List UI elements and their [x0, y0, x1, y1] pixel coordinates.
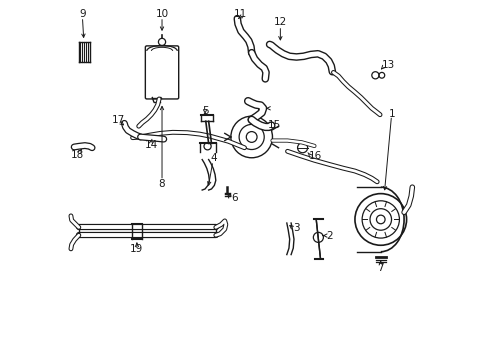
Text: 14: 14	[144, 140, 158, 150]
Text: 19: 19	[130, 244, 143, 254]
Text: 16: 16	[308, 150, 322, 161]
Text: 2: 2	[325, 231, 332, 240]
Text: 13: 13	[381, 60, 394, 70]
Text: 15: 15	[267, 121, 281, 130]
Text: 11: 11	[234, 9, 247, 19]
Text: 9: 9	[79, 9, 85, 19]
Text: 8: 8	[159, 179, 165, 189]
Text: 5: 5	[202, 106, 208, 116]
Text: 7: 7	[377, 263, 383, 273]
Text: 3: 3	[292, 224, 299, 233]
Text: 1: 1	[388, 109, 395, 119]
Text: 4: 4	[210, 153, 217, 163]
Text: 6: 6	[230, 193, 237, 203]
Text: 17: 17	[111, 115, 124, 125]
Text: 12: 12	[273, 17, 286, 27]
Text: 18: 18	[71, 150, 84, 160]
Text: 10: 10	[155, 9, 168, 19]
